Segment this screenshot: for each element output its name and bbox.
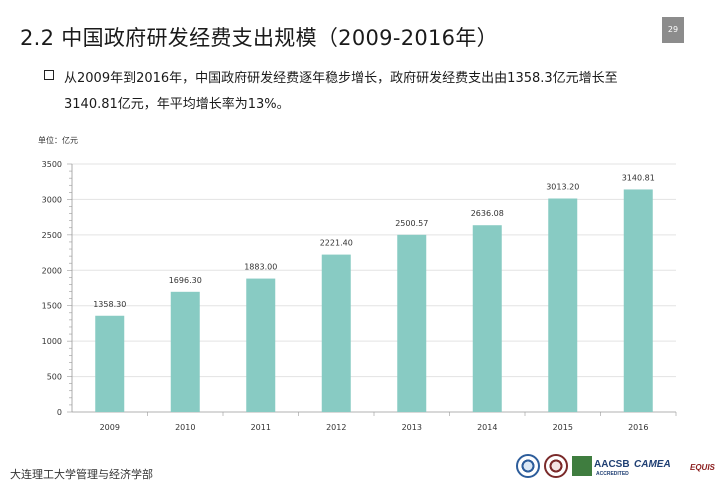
summary-line-2: 3140.81亿元，年平均增长率为13%。 [64, 97, 290, 112]
x-tick-label: 2013 [402, 423, 422, 432]
page-number-badge: 29 [662, 17, 684, 43]
aacsb-accredited-text: ACCREDITED [596, 471, 629, 477]
x-tick-label: 2015 [553, 423, 573, 432]
y-tick-label: 1500 [42, 302, 62, 311]
x-tick-label: 2016 [628, 423, 648, 432]
summary-line-1: 从2009年到2016年，中国政府研发经费逐年稳步增长，政府研发经费支出由135… [64, 71, 618, 86]
y-tick-label: 500 [47, 373, 62, 382]
camea-logo-text: CAMEA [634, 459, 671, 470]
summary-text: 从2009年到2016年，中国政府研发经费逐年稳步增长，政府研发经费支出由135… [64, 66, 704, 118]
slide-title: 2.2 中国政府研发经费支出规模（2009-2016年） [20, 26, 498, 50]
aacsb-mark-icon [572, 456, 592, 476]
y-tick-label: 3500 [42, 160, 62, 169]
bar-2009 [95, 315, 125, 412]
bar-2016 [623, 189, 653, 412]
bar-2011 [246, 278, 276, 412]
x-tick-label: 2010 [175, 423, 195, 432]
y-tick-label: 3000 [42, 195, 62, 204]
accreditation-logos: AACSB ACCREDITED CAMEA EQUIS [516, 452, 716, 480]
summary-bullet: 从2009年到2016年，中国政府研发经费逐年稳步增长，政府研发经费支出由135… [44, 66, 704, 118]
data-label: 3013.20 [546, 182, 579, 191]
bar-2014 [472, 225, 502, 412]
data-label: 2500.57 [395, 219, 428, 228]
y-tick-label: 2000 [42, 266, 62, 275]
bar-2010 [170, 291, 200, 412]
data-label: 2221.40 [320, 239, 353, 248]
x-tick-label: 2014 [477, 423, 497, 432]
bar-2013 [397, 234, 427, 412]
data-label: 3140.81 [622, 173, 655, 182]
unit-label: 单位：亿元 [38, 135, 78, 145]
equis-logo-text: EQUIS [690, 463, 715, 472]
square-bullet-icon [44, 70, 54, 80]
bar-2015 [548, 198, 578, 412]
university-seal-icon [516, 454, 540, 478]
y-tick-label: 0 [57, 408, 62, 417]
data-label: 1358.30 [93, 300, 126, 309]
aacsb-logo-text: AACSB [594, 459, 630, 470]
bar-2012 [321, 254, 351, 412]
school-seal-icon [544, 454, 568, 478]
data-label: 1696.30 [169, 276, 202, 285]
data-label: 1883.00 [244, 263, 277, 272]
data-label: 2636.08 [471, 209, 504, 218]
y-tick-label: 2500 [42, 231, 62, 240]
y-tick-label: 1000 [42, 337, 62, 346]
x-tick-label: 2011 [251, 423, 271, 432]
x-tick-label: 2012 [326, 423, 346, 432]
institution-name: 大连理工大学管理与经济学部 [10, 468, 153, 481]
x-tick-label: 2009 [100, 423, 120, 432]
